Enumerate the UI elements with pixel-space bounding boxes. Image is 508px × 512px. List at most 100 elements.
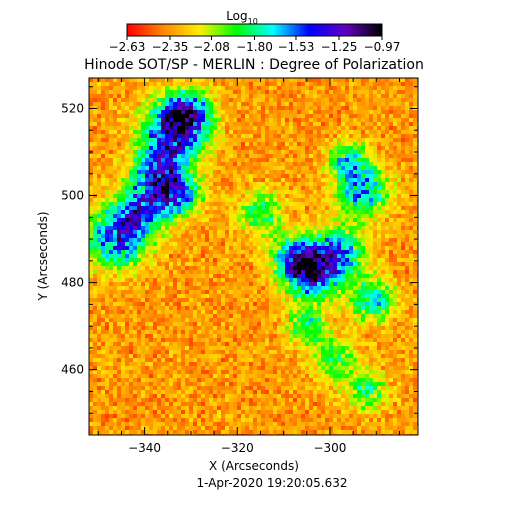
heatmap-cell	[313, 98, 318, 103]
heatmap-cell	[245, 206, 250, 211]
heatmap-cell	[97, 226, 102, 231]
heatmap-cell	[269, 114, 274, 119]
heatmap-cell	[257, 94, 262, 99]
heatmap-cell	[357, 206, 362, 211]
heatmap-cell	[257, 114, 262, 119]
heatmap-cell	[137, 142, 142, 147]
heatmap-cell	[161, 310, 166, 315]
heatmap-cell	[117, 282, 122, 287]
heatmap-cell	[97, 182, 102, 187]
heatmap-cell	[289, 254, 294, 259]
heatmap-cell	[229, 242, 234, 247]
heatmap-cell	[297, 242, 302, 247]
heatmap-cell	[253, 114, 258, 119]
heatmap-cell	[93, 310, 98, 315]
heatmap-cell	[125, 198, 130, 203]
heatmap-cell	[225, 98, 230, 103]
heatmap-cell	[369, 230, 374, 235]
heatmap-cell	[141, 274, 146, 279]
heatmap-cell	[193, 266, 198, 271]
heatmap-cell	[317, 110, 322, 115]
heatmap-cell	[369, 290, 374, 295]
heatmap-cell	[113, 122, 118, 127]
heatmap-cell	[101, 294, 106, 299]
heatmap-cell	[333, 82, 338, 87]
heatmap-cell	[169, 238, 174, 243]
heatmap-cell	[257, 90, 262, 95]
heatmap-cell	[161, 166, 166, 171]
heatmap-cell	[125, 118, 130, 123]
heatmap-cell	[401, 114, 406, 119]
heatmap-cell	[89, 178, 94, 183]
heatmap-cell	[217, 214, 222, 219]
heatmap-cell	[157, 210, 162, 215]
heatmap-cell	[413, 154, 418, 159]
heatmap-cell	[149, 150, 154, 155]
heatmap-cell	[129, 78, 134, 83]
heatmap-cell	[121, 142, 126, 147]
heatmap-cell	[133, 238, 138, 243]
heatmap-cell	[265, 306, 270, 311]
heatmap-cell	[301, 130, 306, 135]
heatmap-cell	[285, 178, 290, 183]
heatmap-cell	[277, 170, 282, 175]
heatmap-cell	[301, 86, 306, 91]
heatmap-cell	[369, 178, 374, 183]
heatmap-cell	[277, 298, 282, 303]
heatmap-cell	[269, 214, 274, 219]
heatmap-cell	[261, 202, 266, 207]
heatmap-cell	[113, 114, 118, 119]
heatmap-cell	[361, 246, 366, 251]
heatmap-cell	[277, 130, 282, 135]
heatmap-cell	[181, 110, 186, 115]
heatmap-cell	[405, 214, 410, 219]
heatmap-cell	[97, 266, 102, 271]
heatmap-cell	[341, 238, 346, 243]
heatmap-cell	[313, 266, 318, 271]
heatmap-cell	[301, 94, 306, 99]
heatmap-cell	[301, 78, 306, 83]
heatmap-cell	[393, 282, 398, 287]
heatmap-cell	[373, 178, 378, 183]
heatmap-cell	[137, 310, 142, 315]
heatmap-cell	[237, 310, 242, 315]
heatmap-cell	[373, 174, 378, 179]
heatmap-cell	[201, 178, 206, 183]
heatmap-cell	[317, 226, 322, 231]
heatmap-cell	[217, 90, 222, 95]
heatmap-cell	[133, 218, 138, 223]
heatmap-cell	[357, 302, 362, 307]
heatmap-cell	[145, 158, 150, 163]
heatmap-cell	[409, 138, 414, 143]
heatmap-cell	[329, 78, 334, 83]
heatmap-cell	[309, 158, 314, 163]
heatmap-cell	[197, 210, 202, 215]
heatmap-cell	[309, 82, 314, 87]
heatmap-cell	[237, 234, 242, 239]
heatmap-cell	[377, 102, 382, 107]
heatmap-cell	[121, 254, 126, 259]
heatmap-cell	[365, 78, 370, 83]
heatmap-cell	[369, 262, 374, 267]
heatmap-cell	[101, 98, 106, 103]
heatmap-cell	[257, 306, 262, 311]
heatmap-cell	[217, 254, 222, 259]
heatmap-cell	[121, 294, 126, 299]
heatmap-cell	[341, 278, 346, 283]
heatmap-cell	[341, 302, 346, 307]
heatmap-cell	[369, 282, 374, 287]
heatmap-cell	[181, 154, 186, 159]
heatmap-cell	[385, 170, 390, 175]
heatmap-cell	[345, 102, 350, 107]
heatmap-cell	[317, 98, 322, 103]
heatmap-cell	[297, 234, 302, 239]
heatmap-cell	[261, 266, 266, 271]
heatmap-cell	[269, 94, 274, 99]
heatmap-cell	[405, 178, 410, 183]
heatmap-cell	[233, 118, 238, 123]
heatmap-cell	[353, 102, 358, 107]
heatmap-cell	[337, 222, 342, 227]
heatmap-cell	[209, 314, 214, 319]
heatmap-cell	[133, 214, 138, 219]
heatmap-cell	[241, 122, 246, 127]
